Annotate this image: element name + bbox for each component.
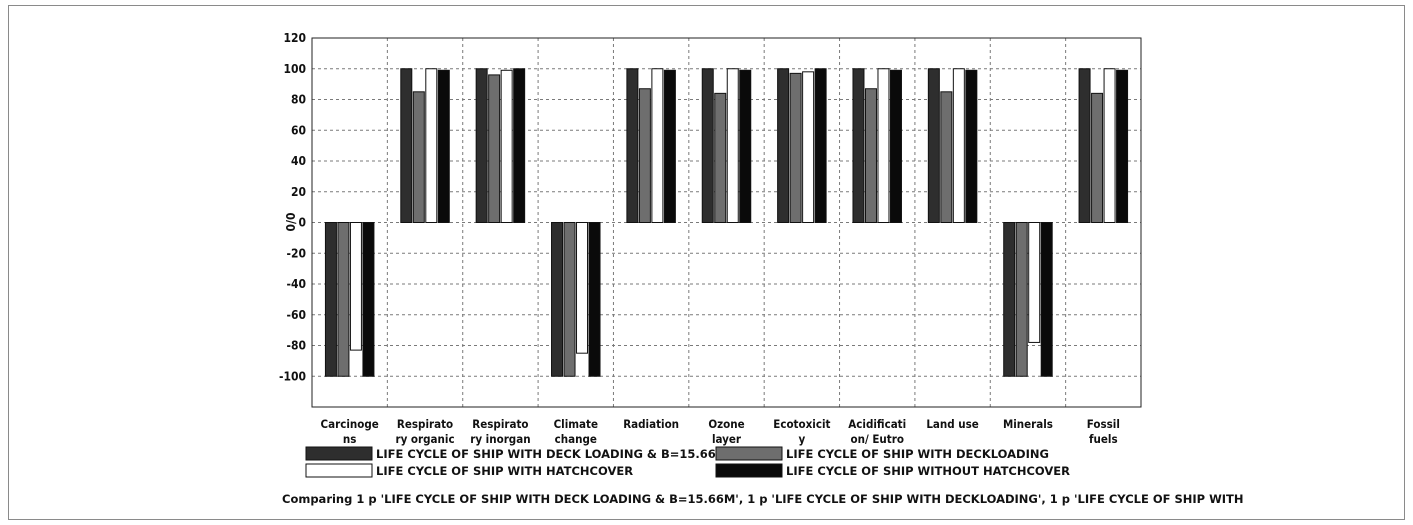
chart-caption: Comparing 1 p 'LIFE CYCLE OF SHIP WITH D… xyxy=(282,492,1244,506)
x-tick-label: Minerals xyxy=(1003,417,1053,431)
bar xyxy=(864,88,877,223)
bar xyxy=(513,68,526,223)
bar xyxy=(1003,222,1016,377)
bar xyxy=(1028,222,1041,343)
y-tick-label: 80 xyxy=(291,93,306,107)
bar xyxy=(965,69,978,223)
y-axis-label: 0/0 xyxy=(284,213,298,232)
bar xyxy=(802,71,815,223)
x-tick-label: fuels xyxy=(1089,432,1118,446)
bar xyxy=(714,92,727,223)
x-tick-label: Ecotoxicit xyxy=(773,417,830,431)
legend-swatch xyxy=(305,446,373,461)
x-tick-label: on/ Eutro xyxy=(851,432,904,446)
x-tick-label: Ozone xyxy=(708,417,744,431)
bar xyxy=(1078,68,1091,223)
bar xyxy=(1103,68,1116,223)
bar xyxy=(940,91,953,223)
bar xyxy=(1091,92,1104,223)
bar xyxy=(814,68,827,223)
y-tick-label: 60 xyxy=(291,123,306,137)
y-tick-label: 20 xyxy=(291,185,306,199)
bar xyxy=(349,222,362,351)
bar xyxy=(475,68,488,223)
bar xyxy=(488,74,501,224)
y-tick-label: -100 xyxy=(279,369,306,383)
bar xyxy=(362,222,375,377)
x-tick-label: Climate xyxy=(554,417,598,431)
y-tick-label: 0 xyxy=(298,216,306,230)
legend-label: LIFE CYCLE OF SHIP WITHOUT HATCHCOVER xyxy=(786,464,1070,478)
legend-swatch xyxy=(305,463,373,478)
bar xyxy=(726,68,739,223)
x-tick-label: layer xyxy=(712,432,742,446)
x-tick-label: Land use xyxy=(926,417,979,431)
bar xyxy=(701,68,714,223)
bar xyxy=(337,222,350,377)
bar xyxy=(576,222,589,354)
legend-swatch xyxy=(715,463,783,478)
x-tick-label: Radiation xyxy=(623,417,679,431)
bar xyxy=(563,222,576,377)
bar xyxy=(651,68,664,223)
plot-border xyxy=(311,37,1142,408)
x-tick-label: Respirato xyxy=(472,417,528,431)
bar xyxy=(927,68,940,223)
bar xyxy=(324,222,337,377)
bar xyxy=(1116,69,1129,223)
y-tick-label: 40 xyxy=(291,154,306,168)
y-tick-label: -80 xyxy=(286,339,306,353)
x-tick-label: ns xyxy=(343,432,357,446)
y-tick-label: -60 xyxy=(286,308,306,322)
bar xyxy=(739,69,752,223)
bar xyxy=(1040,222,1053,377)
bar xyxy=(889,69,902,223)
legend-swatch xyxy=(715,446,783,461)
x-tick-label: Fossil xyxy=(1087,417,1120,431)
bar xyxy=(777,68,790,223)
bar xyxy=(638,88,651,223)
x-tick-label: y xyxy=(798,432,805,446)
bar xyxy=(789,72,802,223)
y-tick-label: -20 xyxy=(286,246,306,260)
x-tick-label: ry inorgan xyxy=(470,432,530,446)
legend-label: LIFE CYCLE OF SHIP WITH DECK LOADING & B… xyxy=(376,447,727,461)
bar xyxy=(551,222,564,377)
bar xyxy=(437,69,450,223)
bar xyxy=(500,69,513,223)
bar xyxy=(952,68,965,223)
x-tick-label: Carcinoge xyxy=(321,417,379,431)
bar xyxy=(852,68,865,223)
x-tick-label: change xyxy=(555,432,597,446)
bar xyxy=(877,68,890,223)
bar xyxy=(425,68,438,223)
y-tick-label: 100 xyxy=(283,62,306,76)
x-tick-label: ry organic xyxy=(395,432,454,446)
x-tick-label: Respirato xyxy=(397,417,453,431)
bar xyxy=(626,68,639,223)
bar xyxy=(588,222,601,377)
bar xyxy=(1015,222,1028,377)
x-tick-label: Acidificati xyxy=(848,417,906,431)
y-tick-label: -40 xyxy=(286,277,306,291)
bar xyxy=(663,69,676,223)
y-tick-label: 120 xyxy=(283,31,306,45)
legend-label: LIFE CYCLE OF SHIP WITH HATCHCOVER xyxy=(376,464,633,478)
legend-label: LIFE CYCLE OF SHIP WITH DECKLOADING xyxy=(786,447,1049,461)
bar xyxy=(400,68,413,223)
bar xyxy=(412,91,425,223)
